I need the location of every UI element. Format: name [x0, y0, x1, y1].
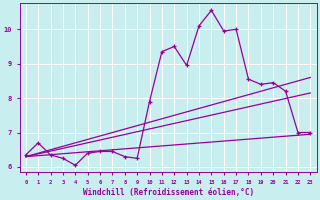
X-axis label: Windchill (Refroidissement éolien,°C): Windchill (Refroidissement éolien,°C)	[83, 188, 254, 197]
